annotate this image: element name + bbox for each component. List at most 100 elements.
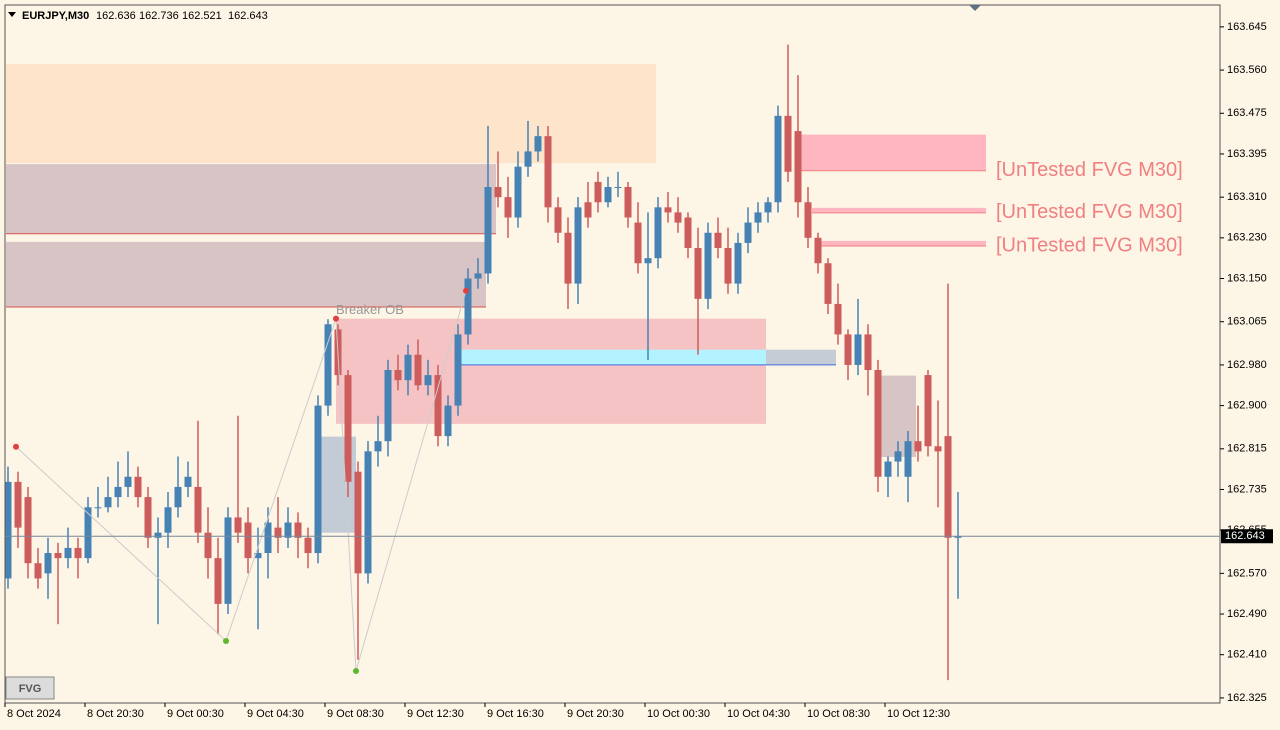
swing-point [353,667,359,674]
zone [6,241,486,307]
x-tick-label: 9 Oct 00:30 [167,708,224,720]
candle-body [304,537,312,554]
candle-body [214,558,222,604]
candle-body [324,324,332,406]
y-tick-label: 162.900 [1227,400,1267,412]
candle-body [774,115,782,203]
zone [766,349,836,365]
x-tick-label: 10 Oct 00:30 [647,708,710,720]
candle-body [794,131,802,203]
zone [796,134,986,171]
candle-body [824,263,832,304]
x-tick-label: 9 Oct 20:30 [567,708,624,720]
y-tick-label: 163.560 [1227,64,1267,76]
plot [4,44,962,681]
candle-body [724,248,732,284]
candle-body [864,334,872,371]
fvg-button[interactable]: FVG [5,676,55,700]
candle-body [804,202,812,238]
candle-body [134,476,142,498]
candle-body [454,334,462,406]
candle-body [674,212,682,223]
candle-body [894,451,902,462]
candle-body [834,303,842,335]
candle-body [884,461,892,477]
candle-body [114,486,122,498]
candle-body [644,258,652,264]
candle-body [564,232,572,284]
candle-body [34,563,42,579]
x-tick-label: 8 Oct 2024 [7,708,61,720]
candle-body [404,354,412,381]
button-box[interactable] [5,676,55,700]
y-tick-label: 163.310 [1227,191,1267,203]
candle-body [374,441,382,452]
candle-body [494,186,502,198]
candle-body [484,186,492,274]
candle-body [474,273,482,279]
candle-body [284,522,292,538]
candle-body [604,186,612,203]
y-tick-label: 162.490 [1227,608,1267,620]
candle-body [384,370,392,442]
candle-body [874,370,882,477]
x-tick-label: 8 Oct 20:30 [87,708,144,720]
candle-body [224,517,232,604]
candle-body [464,278,472,335]
candle-body [294,522,302,538]
zone-label: [UnTested FVG M30] [996,234,1183,256]
last-price-box [1221,529,1273,544]
y-tick-label: 163.150 [1227,272,1267,284]
ohlc-open: 162.636 [96,10,136,22]
candle-body [524,151,532,167]
candle-body [194,486,202,533]
candle-body [734,242,742,284]
candle-body [64,547,72,559]
candle-body [244,522,252,559]
menu-arrow[interactable] [8,12,16,17]
zones: Breaker OB [UnTested FVG M30] [UnTested FV… [6,63,1183,533]
candle-body [934,446,942,452]
candle-body [914,441,922,452]
candle-body [924,375,932,447]
candle-body [234,517,242,533]
candle-body [544,136,552,208]
ohlc-high: 162.736 [139,10,179,22]
swing-point [223,637,229,644]
candle-body [174,486,182,508]
candle-body [784,115,792,172]
candle-body [274,527,282,538]
y-tick-label: 162.410 [1227,649,1267,661]
candle-body [254,553,262,559]
candle-body [764,202,772,213]
candle-body [664,207,672,213]
candle-body [654,207,662,259]
candle-body [344,375,352,482]
y-tick-label: 163.230 [1227,232,1267,244]
candle-body [584,202,592,218]
candle-body [424,375,432,386]
zone-label: [UnTested FVG M30] [996,201,1183,223]
candle-body [394,370,402,381]
candle-body [534,136,542,152]
zone [6,63,656,164]
y-tick-label: 163.645 [1227,21,1267,33]
candle-body [704,232,712,299]
x-tick-label: 9 Oct 04:30 [247,708,304,720]
candle-body [574,207,582,284]
x-tick-label: 9 Oct 08:30 [327,708,384,720]
candle-body [954,536,962,538]
candle-body [84,507,92,559]
ohlc-low: 162.521 [182,10,222,22]
candle-body [624,186,632,218]
button-label[interactable]: FVG [19,683,42,695]
candle-body [684,217,692,249]
candle-body [54,553,62,559]
candle-body [104,497,112,508]
candle-body [434,375,442,437]
x-tick-label: 10 Oct 04:30 [727,708,790,720]
candle-body [754,212,762,223]
y-tick-label: 162.325 [1227,692,1267,704]
x-tick-label: 10 Oct 12:30 [887,708,950,720]
